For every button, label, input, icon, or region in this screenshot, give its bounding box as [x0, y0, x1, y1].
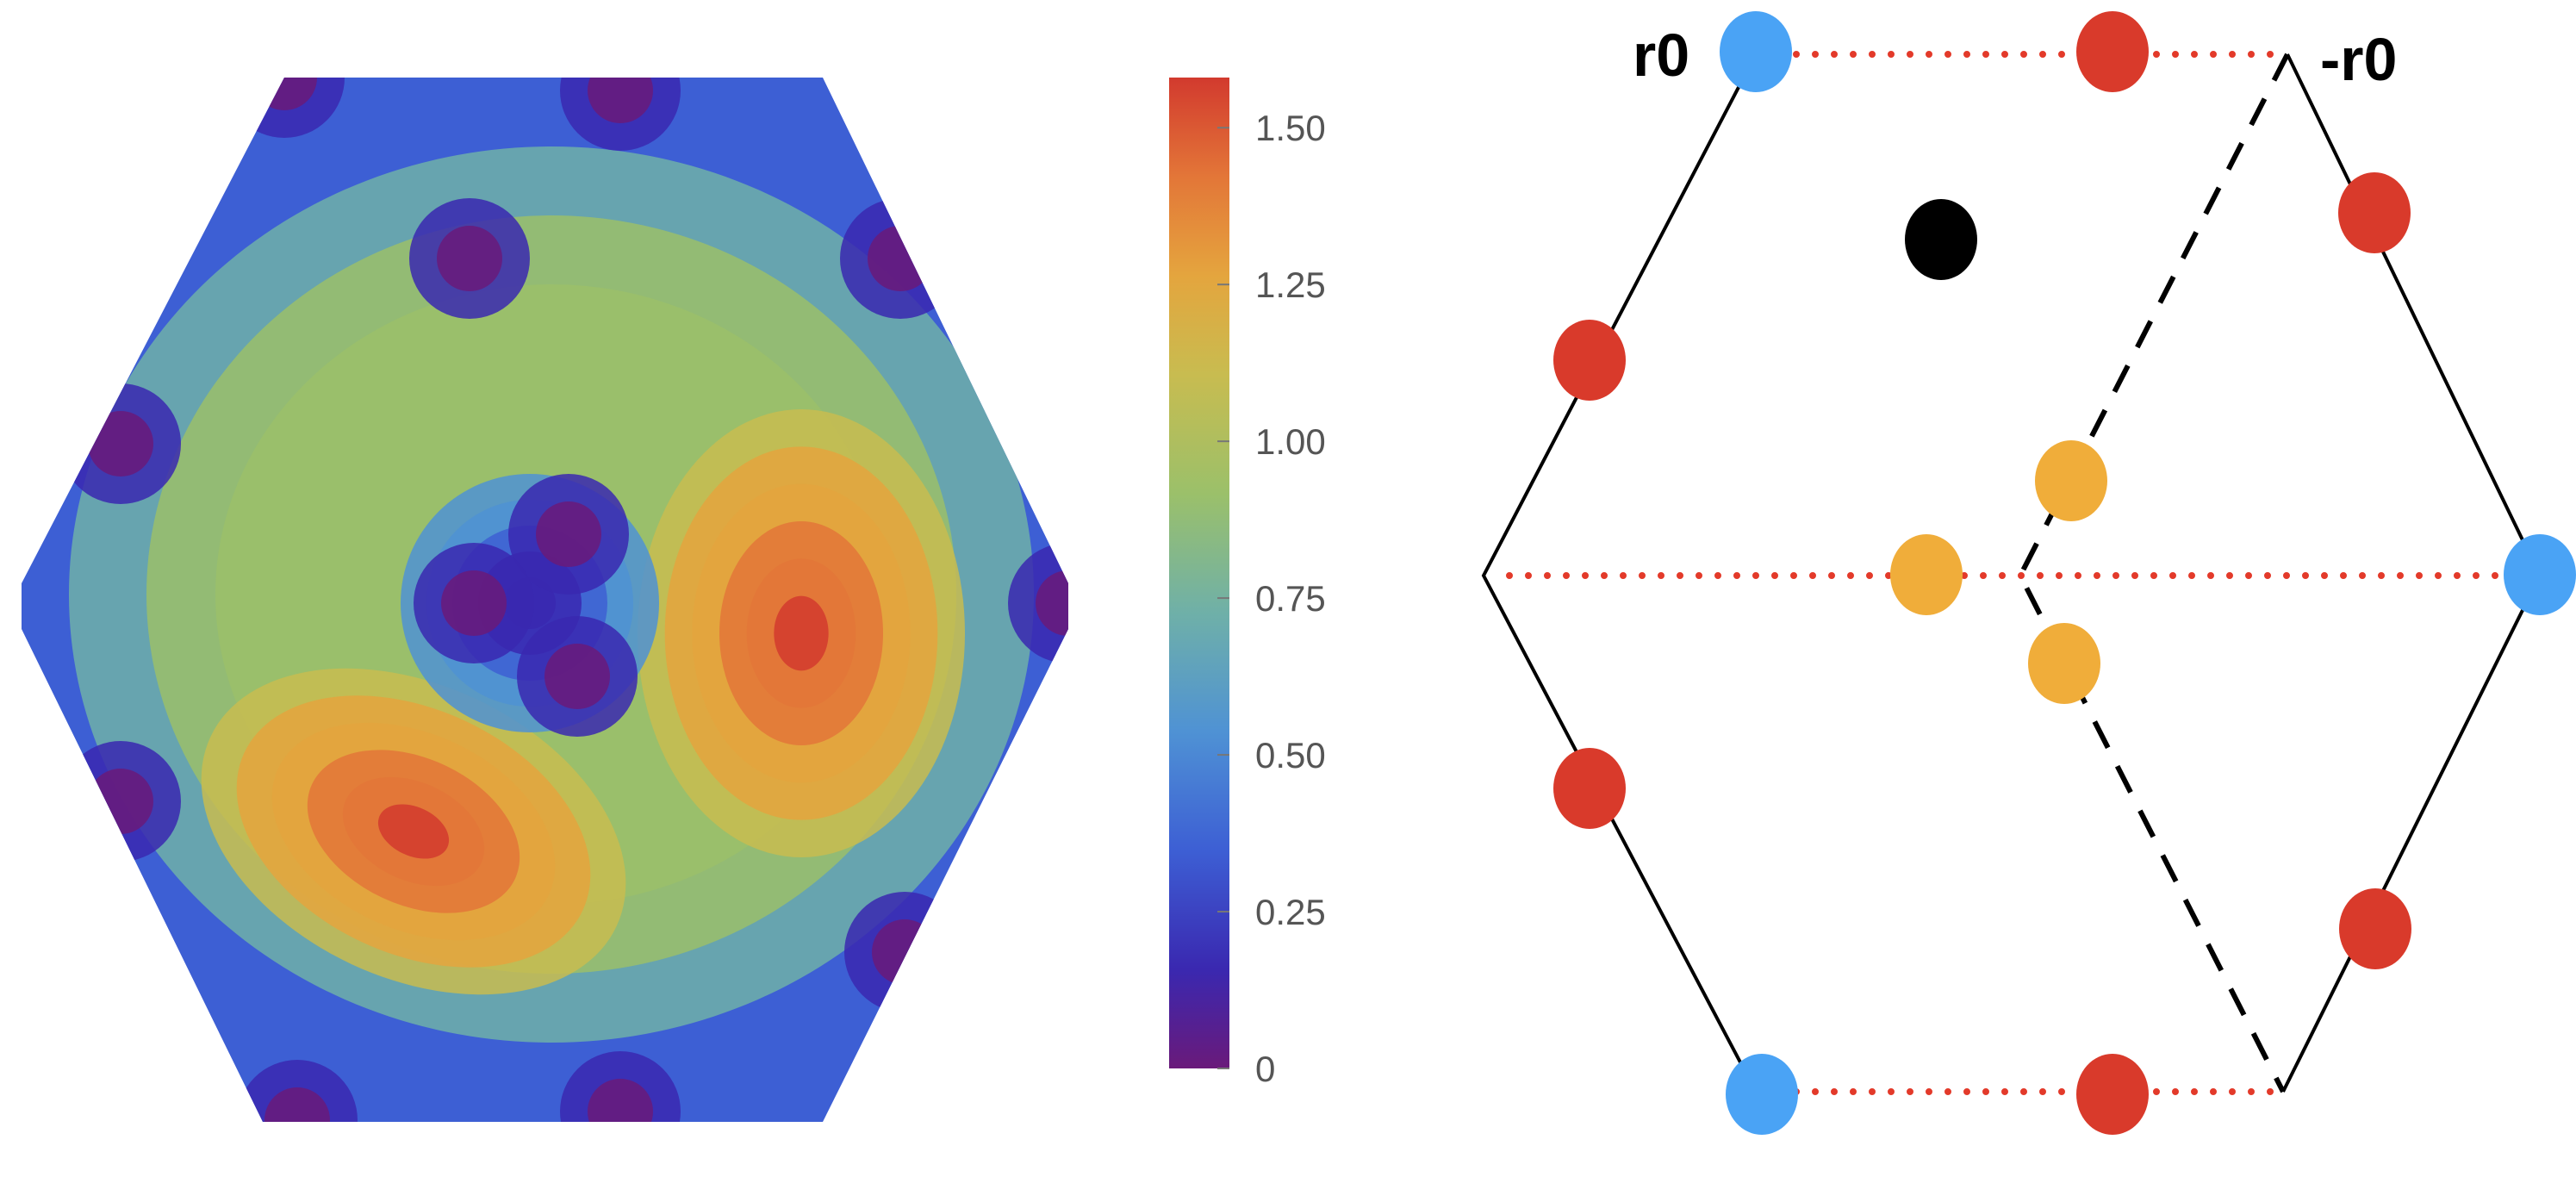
colorbar-ticks: 0 0.25 0.50 0.75 1.00 1.25 1.50 [1217, 108, 1326, 1089]
colorbar-tick-label: 0.50 [1255, 735, 1326, 775]
orange-dot [2028, 623, 2100, 704]
heatmap-minimum [588, 1079, 653, 1122]
hexagon-outline [1481, 53, 1758, 1093]
heatmap-minimum [868, 226, 933, 291]
red-dot [2339, 888, 2411, 969]
heatmap-minimum [1008, 543, 1068, 663]
heatmap-minimum [588, 78, 653, 123]
blue-dot [2504, 534, 2576, 615]
blue-dot [1726, 1054, 1798, 1135]
colorbar-tick-label: 0.25 [1255, 892, 1326, 932]
heatmap-minimum [88, 411, 153, 476]
colorbar-tick-label: 0.75 [1255, 578, 1326, 619]
orange-dot [1890, 534, 1963, 615]
heatmap-minimum [1036, 570, 1068, 636]
heatmap-minimum [536, 501, 601, 567]
red-dot [2076, 1054, 2149, 1135]
orange-dot [2035, 440, 2107, 521]
heatmap-minimum [252, 78, 317, 110]
red-dot [1553, 320, 1626, 401]
heatmap-minimum [88, 769, 153, 834]
red-dot [2076, 11, 2149, 92]
heatmap-minimum [264, 1087, 330, 1122]
red-dot [1553, 748, 1626, 829]
heatmap-minimum [441, 570, 507, 636]
label-minus-r0: -r0 [2320, 26, 2397, 93]
hexagon-outline-right [2281, 53, 2542, 1093]
heatmap-minimum [872, 919, 937, 985]
colorbar: 0 0.25 0.50 0.75 1.00 1.25 1.50 [1169, 78, 1326, 1089]
black-dot [1905, 199, 1977, 280]
heatmap-peak [377, 804, 450, 859]
lattice-diagram: r0 -r0 [1481, 11, 2576, 1135]
colorbar-gradient [1169, 78, 1229, 1068]
heatmap-peak [774, 595, 829, 671]
blue-dot [1720, 11, 1792, 92]
heatmap-minimum [437, 226, 502, 291]
heatmap-field [22, 78, 1068, 1122]
colorbar-tick-label: 0 [1255, 1049, 1275, 1089]
colorbar-tick-label: 1.00 [1255, 421, 1326, 462]
dashed-path [2017, 53, 2290, 1093]
red-dot [2338, 172, 2411, 253]
colorbar-tick-label: 1.50 [1255, 108, 1326, 148]
colorbar-tick-label: 1.25 [1255, 265, 1326, 305]
heatmap-minimum [544, 644, 610, 709]
label-r0: r0 [1633, 22, 1689, 89]
heatmap-panel [22, 78, 1068, 1122]
